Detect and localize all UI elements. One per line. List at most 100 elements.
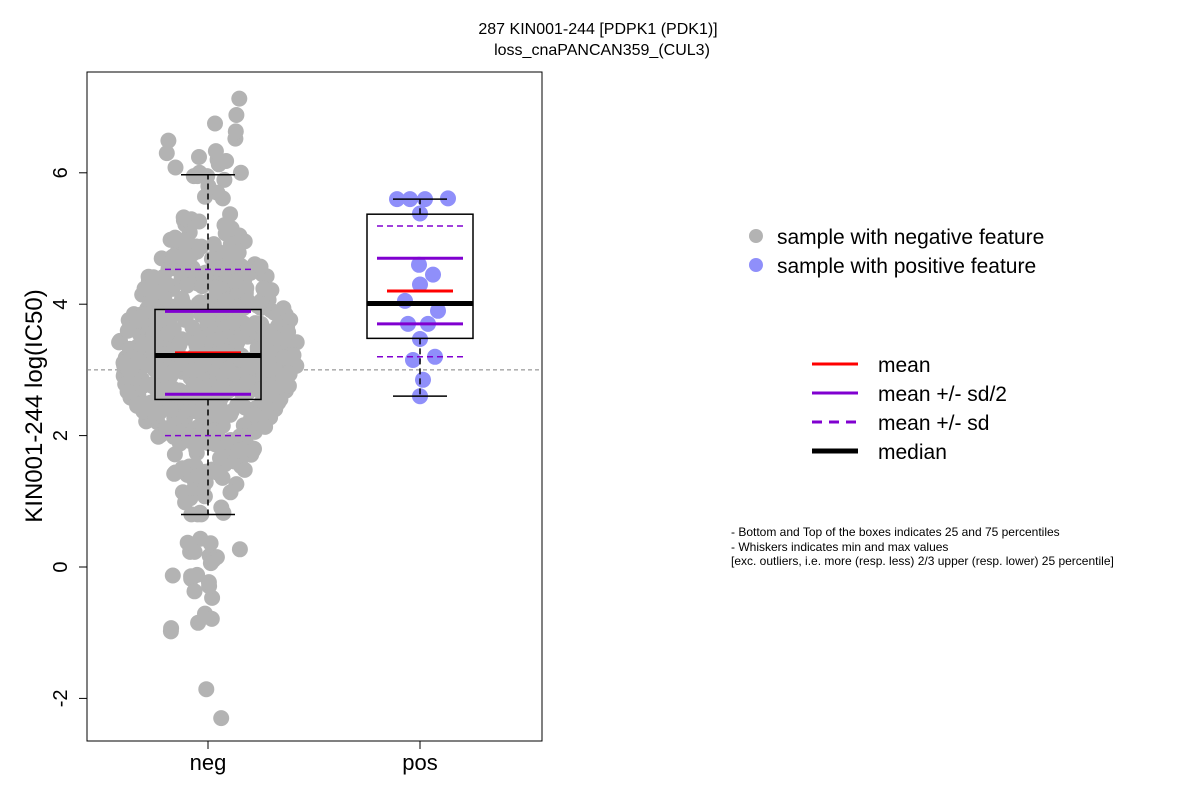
neg-point — [132, 309, 149, 326]
neg-point — [253, 292, 270, 309]
neg-point — [175, 209, 192, 226]
neg-outlier-point — [227, 123, 244, 140]
neg-point — [159, 325, 176, 342]
neg-point — [192, 294, 209, 311]
x-tick-label: pos — [402, 750, 437, 775]
y-tick-label: 4 — [50, 299, 72, 310]
neg-point — [150, 362, 167, 379]
y-axis-label: KIN001-244 log(IC50) — [21, 289, 48, 522]
neg-point — [282, 311, 299, 328]
neg-point — [144, 377, 161, 394]
neg-point — [225, 314, 242, 331]
pos-point — [415, 371, 431, 388]
neg-outlier-point — [179, 534, 196, 551]
neg-outlier-point — [186, 583, 203, 600]
neg-point — [275, 367, 292, 384]
neg-point — [188, 337, 205, 354]
legend-label: median — [878, 441, 947, 464]
neg-point — [275, 300, 292, 317]
neg-point — [200, 311, 216, 328]
neg-point — [181, 432, 198, 449]
y-tick-label: 6 — [50, 167, 72, 178]
y-tick-label: 2 — [50, 430, 72, 441]
neg-point — [244, 442, 261, 459]
pos-point — [425, 266, 441, 283]
neg-point — [209, 464, 226, 481]
neg-outlier-point — [158, 145, 175, 162]
boxes-layer — [154, 174, 474, 516]
neg-outlier-point — [191, 164, 208, 181]
neg-point — [236, 461, 253, 478]
neg-point — [209, 260, 226, 277]
neg-point — [209, 425, 226, 442]
neg-point — [198, 400, 215, 417]
neg-point — [223, 220, 240, 237]
neg-outlier-point — [160, 132, 177, 149]
neg-point — [230, 442, 247, 459]
pos-point — [427, 348, 443, 365]
neg-outlier-point — [202, 555, 219, 572]
neg-point — [247, 315, 264, 332]
neg-outlier-point — [232, 164, 249, 181]
neg-point — [171, 337, 188, 354]
neg-outlier-point — [189, 566, 206, 583]
note-line: - Bottom and Top of the boxes indicates … — [731, 525, 1060, 539]
pos-point — [440, 190, 456, 207]
neg-outlier-point — [203, 610, 220, 627]
neg-outlier-point — [200, 574, 217, 591]
neg-point — [174, 290, 190, 307]
pos-point — [411, 256, 427, 273]
neg-outlier-point — [213, 710, 230, 727]
neg-outlier-point — [192, 530, 209, 547]
neg-point — [183, 389, 200, 406]
neg-point — [213, 499, 230, 516]
neg-point — [163, 365, 180, 382]
pos-point — [412, 276, 428, 293]
pos-point — [430, 302, 446, 319]
box — [366, 213, 474, 340]
neg-point — [132, 353, 149, 370]
neg-outlier-point — [198, 681, 215, 698]
neg-point — [280, 324, 297, 341]
chart-title-line1: 287 KIN001-244 [PDPK1 (PDK1)] — [478, 21, 717, 38]
neg-point — [164, 380, 181, 397]
neg-point — [185, 362, 202, 379]
neg-point — [194, 278, 211, 295]
points-layer — [87, 90, 542, 727]
neg-point — [219, 361, 236, 378]
legend-label: sample with positive feature — [777, 255, 1036, 278]
y-tick-label: -2 — [50, 690, 72, 708]
neg-point — [275, 349, 292, 366]
neg-outlier-point — [164, 567, 181, 584]
neg-outlier-point — [163, 620, 180, 637]
chart-title-line2: loss_cnaPANCAN359_(CUL3) — [494, 42, 710, 59]
neg-outlier-point — [231, 90, 248, 107]
neg-point — [177, 494, 194, 511]
neg-point — [119, 383, 136, 400]
neg-point — [141, 395, 158, 412]
neg-point — [246, 406, 263, 423]
neg-point — [197, 188, 213, 205]
neg-point — [142, 279, 159, 296]
neg-point — [162, 401, 179, 418]
neg-point — [229, 333, 246, 350]
pos-point — [397, 292, 413, 309]
neg-outlier-point — [228, 107, 245, 123]
neg-outlier-point — [207, 143, 224, 160]
neg-outlier-point — [167, 159, 184, 176]
notes: - Bottom and Top of the boxes indicates … — [731, 525, 1114, 568]
neg-outlier-point — [207, 115, 223, 132]
neg-point — [184, 319, 201, 336]
legend-label: sample with negative feature — [777, 226, 1044, 249]
neg-point — [205, 236, 222, 253]
legend-label: mean +/- sd/2 — [878, 383, 1007, 406]
neg-point — [229, 244, 246, 261]
neg-point — [257, 418, 274, 435]
neg-point — [223, 403, 240, 420]
neg-point — [216, 171, 233, 188]
neg-point — [258, 353, 275, 370]
x-tick-label: neg — [190, 750, 227, 775]
pos-point — [405, 352, 421, 368]
neg-outlier-point — [191, 149, 207, 165]
